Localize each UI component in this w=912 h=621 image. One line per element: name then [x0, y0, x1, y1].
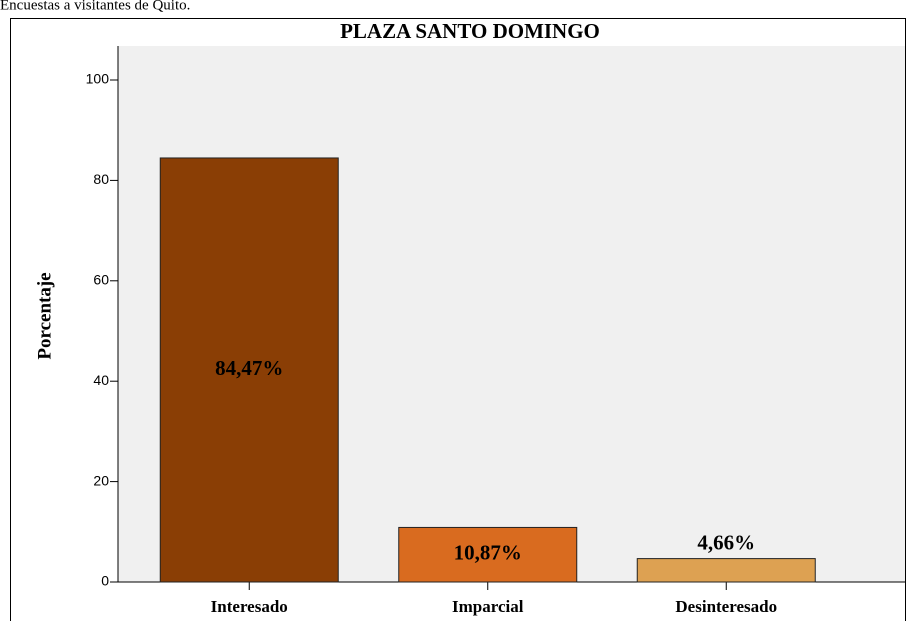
- y-tick-label: 80: [93, 171, 109, 187]
- x-tick-label: Desinteresado: [675, 597, 777, 616]
- x-tick-label: Interesado: [211, 597, 288, 616]
- value-label: 10,87%: [454, 541, 522, 565]
- y-tick-label: 60: [93, 272, 109, 288]
- bar: [159, 157, 339, 583]
- caption: Encuestas a visitantes de Quito.: [0, 0, 190, 13]
- y-tick-label: 100: [86, 71, 110, 87]
- bar: [636, 558, 816, 583]
- y-tick-label: 0: [101, 573, 109, 589]
- chart-title: PLAZA SANTO DOMINGO: [340, 19, 600, 43]
- x-tick-label: Imparcial: [452, 597, 524, 616]
- value-label: 84,47%: [215, 356, 283, 380]
- y-axis-label: Porcentaje: [34, 272, 55, 359]
- bar: [398, 526, 578, 583]
- y-tick-label: 40: [93, 372, 109, 388]
- value-label: 4,66%: [697, 530, 755, 554]
- y-tick-label: 20: [93, 472, 109, 488]
